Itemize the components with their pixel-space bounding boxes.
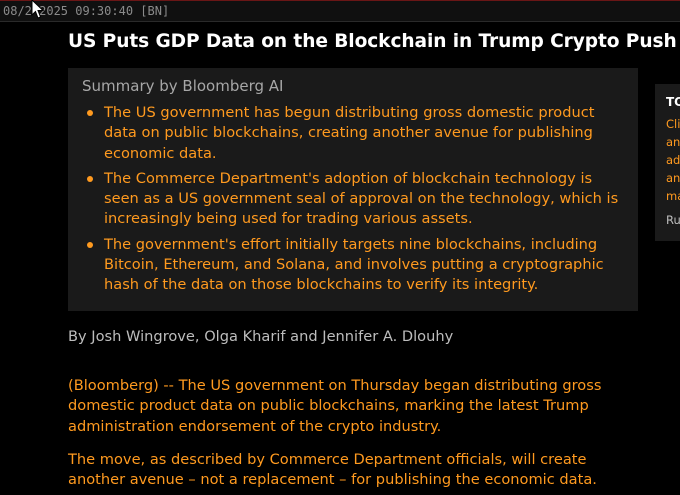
side-panel-link[interactable]: Cli: [666, 117, 680, 131]
article-paragraph: (Bloomberg) -- The US government on Thur…: [68, 377, 602, 435]
article-paragraph: The move, as described by Commerce Depar…: [68, 451, 597, 489]
side-panel-line: an: [666, 135, 680, 149]
mouse-pointer-icon: [31, 0, 45, 19]
side-panel-footer: Ru: [666, 213, 680, 227]
article-headline: US Puts GDP Data on the Blockchain in Tr…: [68, 31, 677, 52]
side-panel-title: TO: [666, 95, 680, 109]
summary-item: The US government has begun distributing…: [82, 103, 624, 164]
summary-title: Summary by Bloomberg AI: [82, 77, 284, 95]
bullet-icon: [87, 175, 93, 182]
summary-item-text: The government's effort initially target…: [104, 235, 604, 294]
side-panel-line: ma: [666, 189, 680, 203]
side-panel-line: an: [666, 171, 680, 185]
summary-list: The US government has begun distributing…: [82, 103, 624, 296]
byline: By Josh Wingrove, Olga Kharif and Jennif…: [68, 328, 454, 345]
summary-item: The Commerce Department's adoption of bl…: [82, 169, 624, 230]
top-divider: [0, 0, 680, 1]
timestamp: 08/2 2025 09:30:40 [BN]: [3, 4, 170, 18]
side-panel-line: ad: [666, 153, 680, 167]
bullet-icon: [87, 241, 93, 248]
bullet-icon: [87, 110, 93, 116]
timestamp-bar: 08/2 2025 09:30:40 [BN]: [0, 0, 680, 22]
summary-item: The government's effort initially target…: [82, 235, 624, 296]
ai-summary-box: Summary by Bloomberg AI The US governmen…: [68, 68, 638, 311]
summary-item-text: The Commerce Department's adoption of bl…: [104, 169, 619, 228]
side-panel[interactable]: TO Cli an ad an ma Ru: [655, 84, 680, 241]
summary-item-text: The US government has begun distributing…: [104, 104, 595, 162]
